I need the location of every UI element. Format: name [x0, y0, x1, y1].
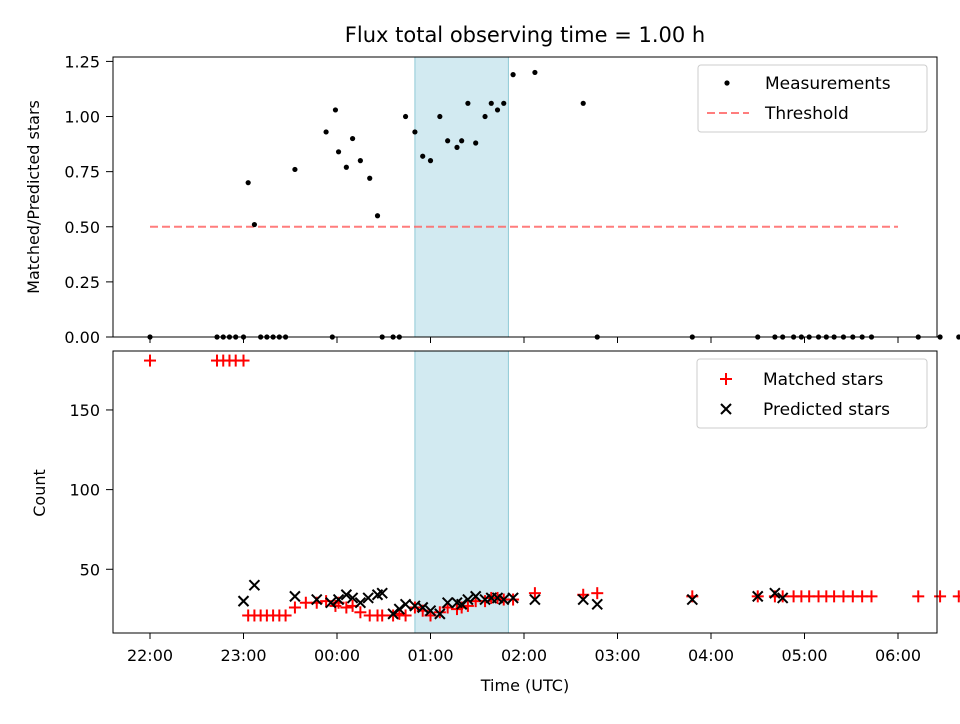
predicted-star-point	[239, 596, 249, 606]
measurement-point	[358, 158, 363, 163]
x-tick-label: 04:00	[688, 646, 734, 665]
legend-threshold-label: Threshold	[764, 104, 849, 124]
bottom-legend: Matched stars Predicted stars	[697, 359, 927, 428]
top-highlight-span	[415, 57, 509, 337]
bottom-y-axis: 50 100 150	[69, 401, 113, 579]
predicted-star-point	[592, 599, 602, 609]
measurement-point	[420, 154, 425, 159]
measurement-point	[501, 101, 506, 106]
highlight-span-rect	[415, 351, 509, 633]
predicted-star-point	[401, 599, 411, 609]
measurement-point	[333, 107, 338, 112]
x-axis-label: Time (UTC)	[480, 676, 569, 695]
measurement-point	[375, 213, 380, 218]
matched-star-point	[289, 602, 301, 614]
measurement-point	[403, 114, 408, 119]
matched-star-point	[300, 597, 312, 609]
top-legend: Measurements Threshold	[698, 65, 927, 132]
legend-matched-label: Matched stars	[763, 370, 883, 390]
measurement-point	[344, 165, 349, 170]
bottom-x-axis: 22:00 23:00 00:00 01:00 02:00 03:00 04:00 05:00…	[127, 633, 921, 665]
matched-star-point	[591, 587, 603, 599]
measurement-point	[428, 158, 433, 163]
x-tick-label: 01:00	[407, 646, 453, 665]
measurement-point	[581, 101, 586, 106]
bottom-highlight-span	[415, 351, 509, 633]
y-tick-label: 1.25	[64, 52, 100, 71]
measurement-point	[465, 101, 470, 106]
legend-measurements-label: Measurements	[765, 74, 891, 94]
measurement-point	[482, 114, 487, 119]
bottom-y-label: Count	[30, 469, 49, 517]
matched-star-point	[866, 590, 878, 602]
x-tick-label: 23:00	[220, 646, 266, 665]
matched-star-point	[953, 590, 960, 602]
y-tick-label: 0.50	[64, 218, 100, 237]
x-tick-label: 22:00	[127, 646, 173, 665]
measurement-point	[336, 149, 341, 154]
measurement-point	[292, 167, 297, 172]
measurement-point	[445, 138, 450, 143]
measurement-point	[367, 176, 372, 181]
measurement-point	[246, 180, 251, 185]
matched-star-point	[144, 355, 156, 367]
top-y-label: Matched/Predicted stars	[24, 100, 43, 294]
x-tick-label: 06:00	[875, 646, 921, 665]
matched-star-point	[912, 590, 924, 602]
y-tick-label: 150	[69, 401, 100, 420]
y-tick-label: 50	[80, 560, 100, 579]
y-tick-label: 1.00	[64, 108, 100, 127]
matched-star-point	[280, 609, 292, 621]
x-tick-label: 03:00	[594, 646, 640, 665]
legend-predicted-label: Predicted stars	[763, 400, 890, 420]
measurement-point	[956, 334, 960, 339]
top-y-axis: 0.00 0.25 0.50 0.75 1.00 1.25	[64, 52, 113, 347]
measurement-point	[495, 107, 500, 112]
measurement-point	[510, 72, 515, 77]
x-tick-label: 02:00	[501, 646, 547, 665]
legend-measurements-marker	[724, 80, 729, 85]
measurement-point	[437, 114, 442, 119]
measurement-point	[473, 140, 478, 145]
chart-title: Flux total observing time = 1.00 h	[345, 23, 705, 47]
y-tick-label: 0.75	[64, 163, 100, 182]
measurement-point	[937, 334, 942, 339]
measurement-point	[454, 145, 459, 150]
matched-star-point	[238, 355, 250, 367]
measurement-point	[489, 101, 494, 106]
measurement-point	[459, 138, 464, 143]
highlight-span-rect	[415, 57, 509, 337]
matched-star-point	[529, 587, 541, 599]
predicted-star-point	[290, 591, 300, 601]
x-tick-label: 05:00	[781, 646, 827, 665]
measurement-point	[252, 222, 257, 227]
measurement-point	[323, 129, 328, 134]
measurement-point	[412, 129, 417, 134]
matched-star-point	[934, 590, 946, 602]
measurement-point	[532, 70, 537, 75]
y-tick-label: 100	[69, 481, 100, 500]
y-tick-label: 0.00	[64, 328, 100, 347]
x-tick-label: 00:00	[314, 646, 360, 665]
predicted-star-point	[249, 580, 259, 590]
measurement-point	[350, 136, 355, 141]
y-tick-label: 0.25	[64, 273, 100, 292]
